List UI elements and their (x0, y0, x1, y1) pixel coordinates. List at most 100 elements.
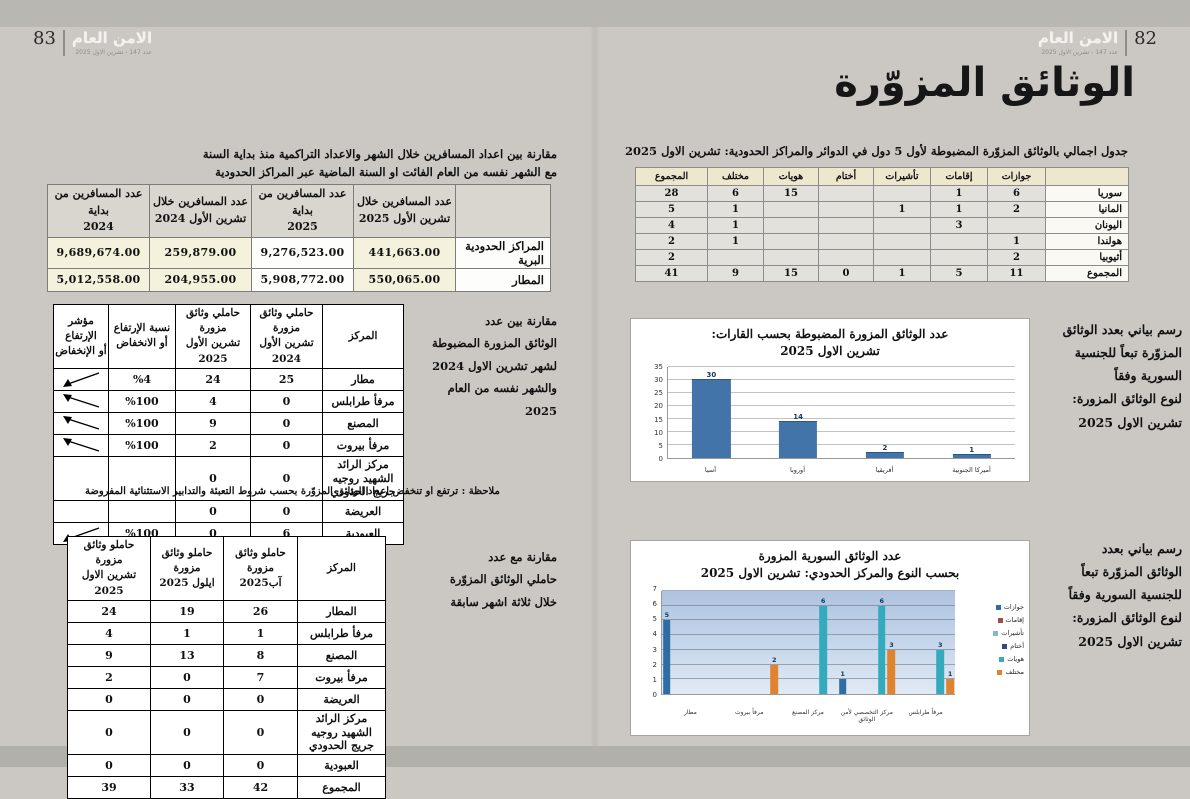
table-row: اليونان 3 1 4 (635, 217, 1129, 234)
table-cell: 26 (223, 599, 298, 623)
page-number-82: 82 (1134, 28, 1157, 49)
table-cell (763, 201, 819, 218)
bar-هويات (877, 605, 886, 694)
legend-label: أختام (1010, 642, 1024, 650)
bar-slot: 2 (842, 367, 929, 458)
trend-indicator-cell (53, 455, 109, 502)
series-slot (848, 591, 858, 694)
table-cell: 5,012,558.00 (47, 267, 150, 292)
category-group: 1 6 3 (838, 591, 897, 694)
header-divider (62, 30, 65, 56)
comparison-side-text: مقارنة بين عدد الوثائق المزورة المضبوطة … (431, 314, 557, 418)
table-cell: 0 (175, 455, 251, 502)
series-slot: 2 (769, 591, 779, 694)
table-row: المطار 26 19 24 (67, 599, 386, 623)
table-cell (818, 201, 874, 218)
table-cell (108, 500, 176, 524)
bar-3 (952, 454, 991, 458)
table-cell (707, 249, 764, 266)
table-cell: 5 (635, 201, 708, 218)
row-label: مرفأ بيروت (297, 665, 386, 689)
bar-value-label: 1 (947, 670, 953, 679)
table-row: المانيا 2 1 1 1 5 (635, 201, 1129, 218)
table-cell: 2 (987, 249, 1046, 266)
table-cell: 0 (250, 411, 323, 435)
row-label: المصنع (297, 643, 386, 667)
series-slot (682, 591, 692, 694)
series-slot (857, 591, 867, 694)
series-slot (740, 591, 750, 694)
series-slot (926, 591, 936, 694)
bar-1 (779, 420, 818, 458)
bar-جوازات (663, 620, 671, 694)
series-slot (828, 591, 838, 694)
y-axis-tick: 1 (652, 675, 657, 684)
table-cell: 9 (707, 265, 764, 282)
legend-item: مختلف (960, 668, 1024, 676)
countries-table-title: جدول اجمالي بالوثائق المزوّرة المضبوطة ل… (625, 144, 1128, 158)
table-cell: 2 (635, 233, 708, 250)
y-axis-tick: 15 (654, 415, 663, 424)
legend-item: هويات (960, 655, 1024, 663)
table-row: المصنع 0 9 %100 (53, 411, 404, 435)
gridline (662, 648, 955, 650)
table-cell: 1 (873, 265, 931, 282)
x-axis-label: أفريقيا (875, 466, 894, 475)
bar-2 (865, 451, 904, 458)
gridline (668, 379, 1015, 380)
table-cell (818, 185, 874, 202)
table-cell: 42 (223, 776, 298, 799)
table-cell (930, 249, 988, 266)
table-cell: 1 (987, 233, 1046, 250)
chart2-side-text: رسم بياني بعدد الوثائق المزوّرة تبعاً لل… (1068, 541, 1182, 649)
bar-value-label: 2 (772, 655, 777, 664)
series-slot: 3 (887, 591, 897, 694)
table-cell: 15 (763, 265, 819, 282)
countriesTable-grid: جوازات إقامات تأشيرات أختام هويات مختلف المجمو… (635, 167, 1129, 282)
trend-indicator-cell (53, 389, 109, 413)
table-cell: 24 (175, 367, 251, 391)
table-cell: 550,065.00 (353, 267, 456, 292)
table-cell: 0 (223, 709, 298, 756)
page-gutter (590, 27, 600, 746)
bar-value-label: 2 (882, 443, 888, 452)
category-group: 6 (779, 591, 838, 694)
bar-value-label: 30 (706, 371, 717, 379)
table-cell: %100 (108, 411, 176, 435)
legend-label: هويات (1007, 655, 1024, 663)
table-cell: 9 (175, 411, 251, 435)
table-cell: 1 (930, 185, 988, 202)
table-cell: 5 (930, 265, 988, 282)
table-cell: 4 (67, 621, 151, 645)
table-cell: 15 (763, 185, 819, 202)
table-cell: 0 (67, 687, 151, 711)
chart-legend: جوازات إقامات تأشيرات أختام هويات مختلف (960, 603, 1024, 681)
x-axis-labels: آسيا أوروبا أفريقيا أميركا الجنوبية (667, 466, 1015, 475)
table-cell: 7 (223, 665, 298, 689)
table-cell: 0 (67, 754, 151, 778)
series-slot: 6 (818, 591, 828, 694)
row-label: مرفأ طرابلس (322, 389, 404, 413)
table-cell: 4 (175, 389, 251, 413)
x-axis-labels: مطار مرفأ بيروت مركز المصنع مركز التخصصي لأ… (661, 709, 955, 723)
table-row: أثيوبيا 2 2 (635, 249, 1129, 266)
trend-indicator-cell (53, 500, 109, 524)
monthsTable-grid: المركز حاملو وثائق مزورة آب2025 حاملو وثائ… (67, 536, 386, 799)
x-axis-label: مركز التخصصي لأمن الوثائق (840, 708, 893, 723)
table-cell (930, 233, 988, 250)
table-cell: 6 (987, 185, 1046, 202)
months-table: المركز حاملو وثائق مزورة آب2025 حاملو وثائ… (67, 536, 386, 799)
x-axis-label: مطار (683, 708, 697, 716)
plot-area: 30 14 2 1 (667, 366, 1015, 459)
table-row: مرفأ بيروت 7 0 2 (67, 665, 386, 689)
legend-swatch-icon (995, 604, 1001, 610)
table-cell: 441,663.00 (353, 236, 456, 269)
table-row: المجموع 11 5 1 0 15 9 41 (635, 265, 1129, 282)
table-row: مرفأ بيروت 0 2 %100 (53, 433, 404, 457)
table-cell (818, 217, 874, 234)
legend-swatch-icon (1002, 643, 1008, 649)
table-cell: 11 (987, 265, 1046, 282)
bars-row: 30 14 2 1 (668, 367, 1015, 458)
comparisonTable-grid: المركز حاملي وثائق مزورة تشرين الأول 2024… (53, 304, 404, 546)
table-cell (873, 233, 931, 250)
